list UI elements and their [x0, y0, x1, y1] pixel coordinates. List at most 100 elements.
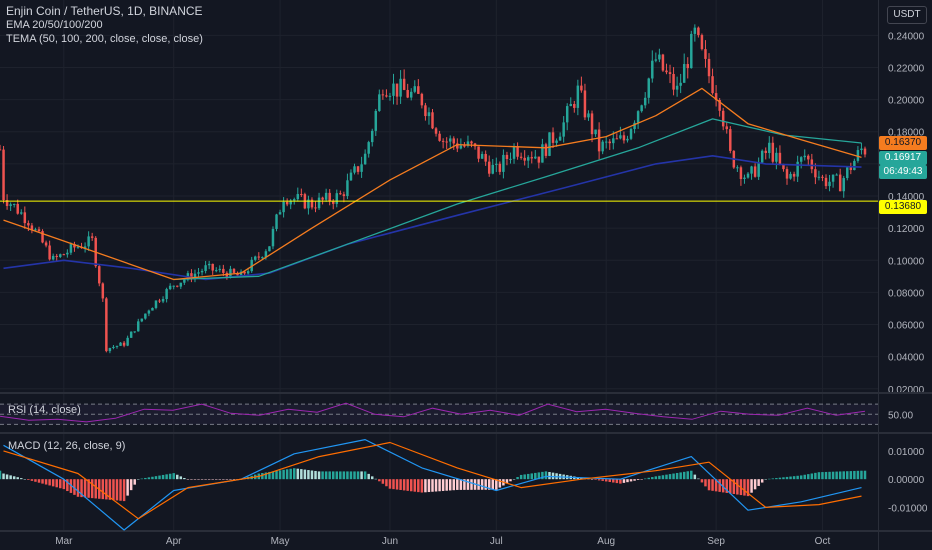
- macd-histogram-bar: [285, 469, 289, 480]
- candle-body: [785, 169, 789, 179]
- candle-body: [193, 273, 197, 280]
- candle-body: [12, 203, 16, 205]
- macd-histogram-bar: [799, 475, 803, 480]
- macd-histogram-bar: [686, 471, 689, 480]
- candle-body: [62, 254, 66, 256]
- ema-orange-line: [3, 87, 862, 281]
- candle-body: [583, 90, 587, 118]
- candle-body: [367, 142, 370, 154]
- candle-body: [498, 163, 502, 172]
- x-tick-label: Jul: [490, 536, 503, 547]
- last-price-tag: 0.16917: [879, 151, 927, 165]
- candle-body: [232, 268, 236, 273]
- macd-histogram-bar: [803, 474, 806, 480]
- macd-histogram-bar: [768, 478, 771, 480]
- macd-histogram-bar: [55, 479, 58, 488]
- macd-histogram-bar: [335, 471, 339, 480]
- candle-body: [824, 177, 828, 187]
- candle-body: [842, 178, 845, 192]
- macd-histogram-bar: [817, 472, 821, 480]
- macd-histogram-bar: [725, 479, 728, 493]
- macd-histogram-bar: [385, 479, 388, 487]
- ema-blue-line: [3, 155, 862, 281]
- macd-histogram-bar: [222, 479, 225, 480]
- macd-histogram-bar: [516, 477, 519, 480]
- macd-label[interactable]: MACD (12, 26, close, 9): [8, 440, 126, 452]
- macd-histogram-bar: [402, 479, 406, 491]
- candle-body: [399, 78, 402, 97]
- y-tick-label: 0.24000: [888, 31, 925, 42]
- macd-histogram-bar: [310, 470, 314, 480]
- candle-body: [860, 148, 863, 151]
- macd-histogram-bar: [44, 479, 48, 485]
- candle-body: [675, 85, 679, 90]
- candle-body: [339, 193, 342, 195]
- macd-histogram-bar: [459, 479, 463, 490]
- macd-histogram-bar: [764, 479, 767, 480]
- candle-body: [370, 130, 374, 143]
- candle-body: [204, 265, 207, 271]
- macd-histogram-bar: [863, 470, 867, 480]
- ema-legend[interactable]: EMA 20/50/100/200: [6, 19, 103, 31]
- candle-body: [519, 156, 523, 158]
- candle-body: [643, 97, 647, 106]
- macd-histogram-bar: [200, 479, 204, 480]
- rsi-label[interactable]: RSI (14, close): [8, 404, 81, 416]
- macd-histogram-bar: [530, 473, 534, 480]
- macd-histogram-bar: [363, 471, 367, 480]
- macd-histogram-bar: [700, 479, 704, 483]
- candle-body: [307, 199, 310, 209]
- macd-histogram-bar: [846, 471, 849, 480]
- macd-histogram-bar: [342, 471, 346, 480]
- candle-body: [342, 194, 346, 197]
- candle-body: [686, 64, 689, 69]
- candle-body: [576, 85, 580, 108]
- macd-histogram-bar: [629, 479, 633, 482]
- candle-body: [441, 140, 445, 142]
- x-tick-label: May: [271, 536, 290, 547]
- candle-body: [665, 70, 668, 73]
- candle-body: [395, 83, 399, 97]
- macd-histogram-bar: [218, 479, 222, 480]
- tema-legend[interactable]: TEMA (50, 100, 200, close, close, close): [6, 33, 203, 45]
- macd-histogram-bar: [690, 470, 693, 480]
- macd-histogram-bar: [697, 478, 700, 480]
- macd-histogram-bar: [814, 472, 817, 480]
- candle-body: [828, 181, 831, 187]
- macd-histogram-bar: [736, 479, 739, 495]
- candle-body: [810, 159, 814, 170]
- y-tick-label: 0.06000: [888, 321, 925, 332]
- macd-histogram-bar: [179, 476, 183, 480]
- y-tick-label: 0.04000: [888, 353, 925, 364]
- macd-histogram-bar: [126, 479, 129, 496]
- candle-body: [704, 49, 707, 59]
- candle-body: [51, 255, 55, 260]
- candle-body: [863, 148, 867, 155]
- candle-body: [622, 135, 626, 141]
- candle-body: [66, 252, 69, 255]
- macd-histogram-bar: [133, 479, 136, 485]
- macd-histogram-bar: [495, 479, 498, 490]
- macd-histogram-bar: [90, 479, 94, 499]
- macd-histogram-bar: [417, 479, 420, 493]
- candle-body: [2, 149, 5, 201]
- macd-histogram-bar: [211, 479, 214, 480]
- macd-histogram-bar: [856, 470, 860, 480]
- macd-histogram-bar: [176, 474, 179, 480]
- macd-histogram-bar: [293, 468, 296, 480]
- candle-body: [534, 156, 537, 159]
- macd-histogram-bar: [271, 471, 275, 480]
- macd-histogram-bar: [137, 479, 140, 480]
- currency-badge[interactable]: USDT: [887, 6, 927, 24]
- macd-histogram-bar: [101, 479, 105, 500]
- candle-body: [41, 231, 44, 243]
- candle-body: [229, 268, 232, 278]
- macd-histogram-bar: [204, 479, 207, 480]
- candle-body: [293, 199, 296, 201]
- macd-histogram-bar: [778, 477, 782, 480]
- candle-body: [254, 256, 257, 260]
- macd-histogram-bar: [321, 471, 324, 480]
- macd-histogram-bar: [789, 476, 792, 480]
- macd-histogram-bar: [594, 479, 597, 480]
